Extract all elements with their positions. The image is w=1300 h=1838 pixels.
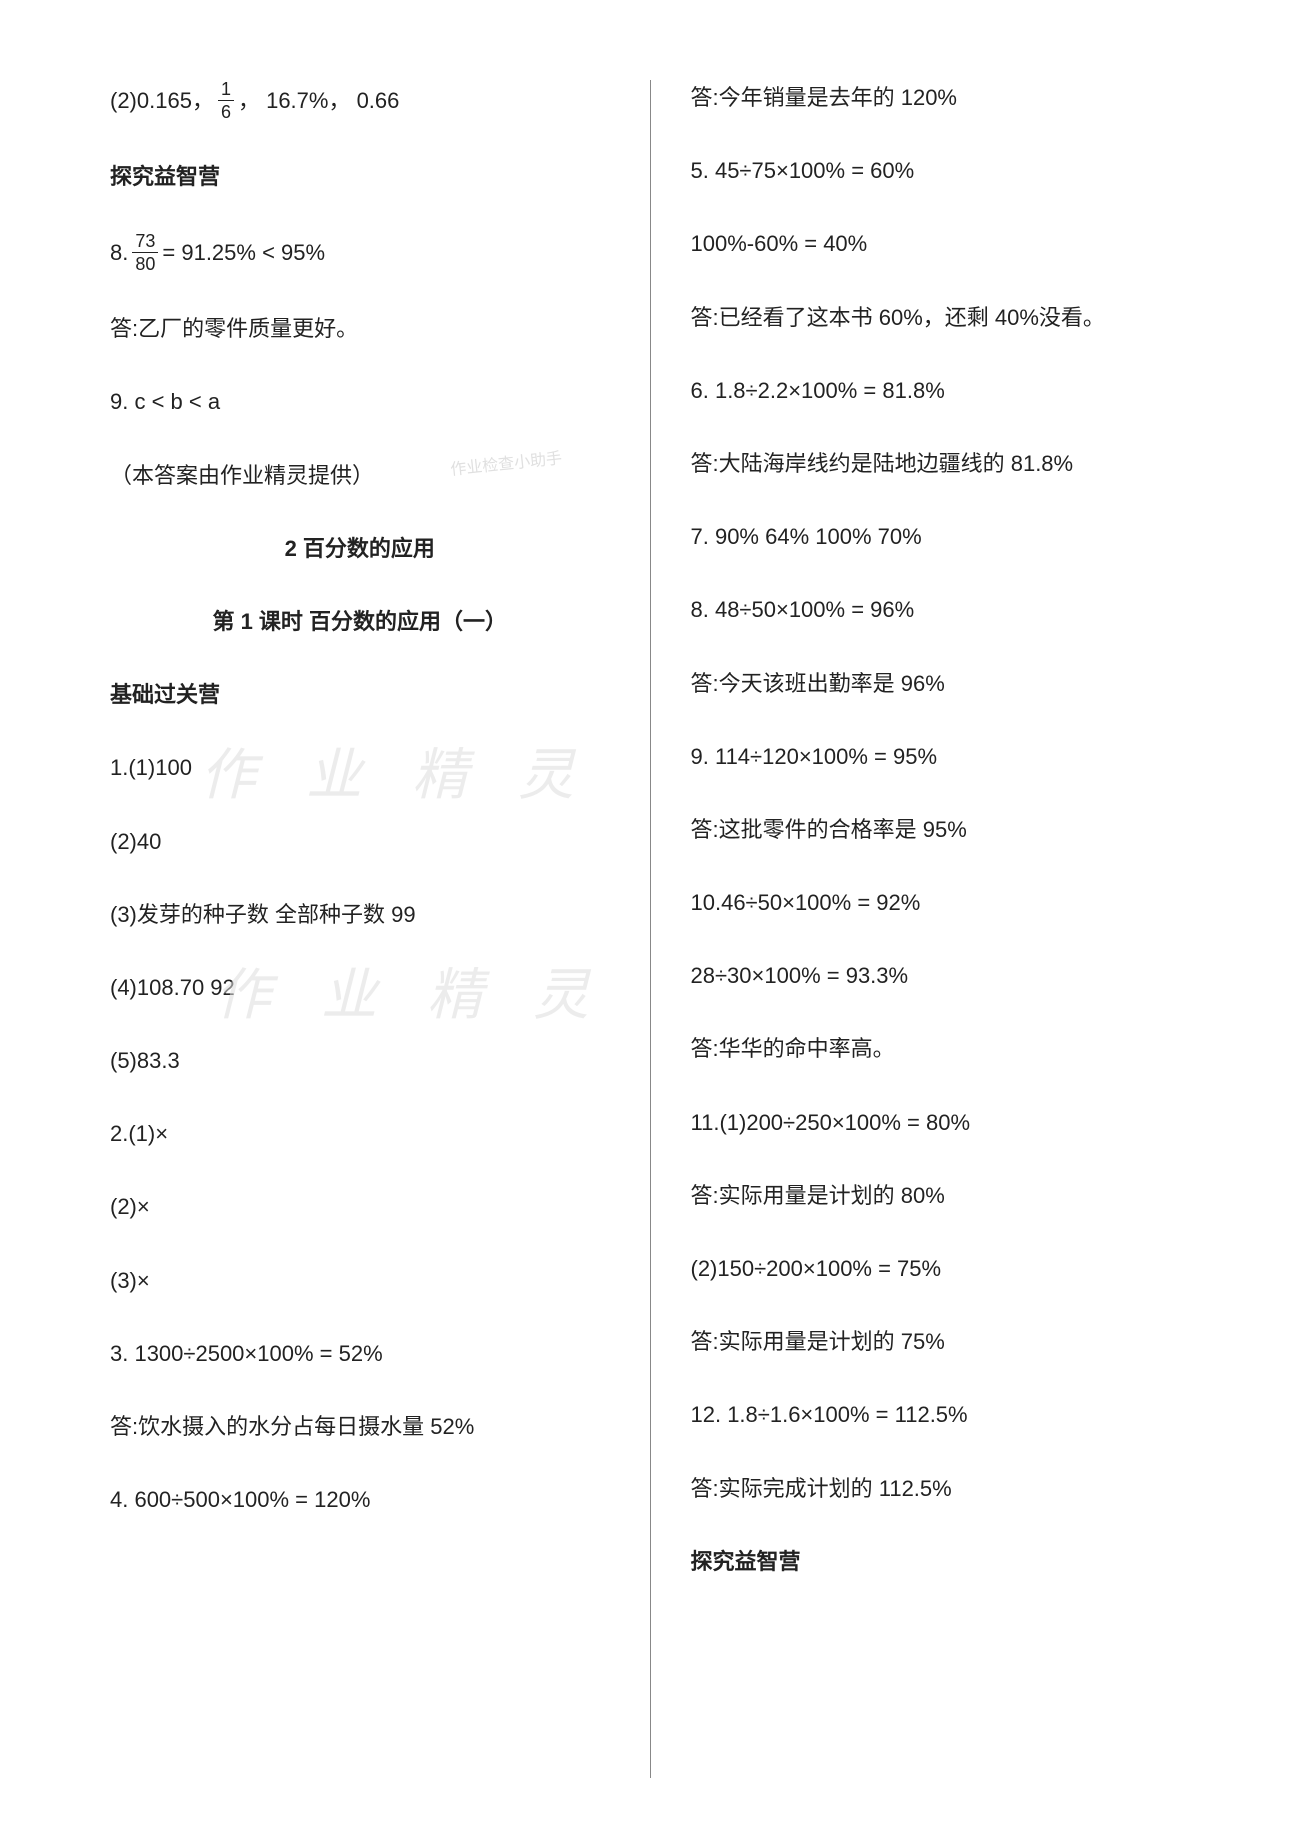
line-2-1x: 2.(1)× bbox=[110, 1116, 610, 1151]
line-1-4: (4)108.70 92 bbox=[110, 970, 610, 1005]
line-1-5: (5)83.3 bbox=[110, 1043, 610, 1078]
text: (2)0.165， bbox=[110, 83, 214, 118]
line-10a: 10.46÷50×100% = 92% bbox=[691, 885, 1191, 920]
line-4: 4. 600÷500×100% = 120% bbox=[110, 1482, 610, 1517]
heading-section-2: 2 百分数的应用 bbox=[110, 531, 610, 566]
line-3: 3. 1300÷2500×100% = 52% bbox=[110, 1336, 610, 1371]
line-11-2: (2)150÷200×100% = 75% bbox=[691, 1251, 1191, 1286]
answer-10: 答:华华的命中率高。 bbox=[691, 1031, 1191, 1066]
line-9r: 9. 114÷120×100% = 95% bbox=[691, 739, 1191, 774]
line-1-1: 1.(1)100 bbox=[110, 750, 610, 785]
answer-11-1: 答:实际用量是计划的 80% bbox=[691, 1178, 1191, 1213]
line-1-3: (3)发芽的种子数 全部种子数 99 bbox=[110, 897, 610, 932]
text: 8. bbox=[110, 235, 128, 270]
line-2-1: (2)0.165， 1 6 ， 16.7%， 0.66 bbox=[110, 80, 399, 121]
fraction-73-80: 73 80 bbox=[132, 232, 158, 273]
line-12: 12. 1.8÷1.6×100% = 112.5% bbox=[691, 1397, 1191, 1432]
answer-9r: 答:这批零件的合格率是 95% bbox=[691, 812, 1191, 847]
answer-8r: 答:今天该班出勤率是 96% bbox=[691, 666, 1191, 701]
line-8r: 8. 48÷50×100% = 96% bbox=[691, 592, 1191, 627]
heading-tanjiu-1: 探究益智营 bbox=[110, 159, 610, 194]
answer-11-2: 答:实际用量是计划的 75% bbox=[691, 1324, 1191, 1359]
page-container: (2)0.165， 1 6 ， 16.7%， 0.66 探究益智营 8. 73 … bbox=[0, 0, 1300, 1838]
heading-jichu: 基础过关营 bbox=[110, 677, 610, 712]
line-5b: 100%-60% = 40% bbox=[691, 226, 1191, 261]
answer-3: 答:饮水摄入的水分占每日摄水量 52% bbox=[110, 1409, 610, 1444]
numerator: 1 bbox=[218, 80, 234, 101]
answer-4: 答:今年销量是去年的 120% bbox=[691, 80, 1191, 115]
denominator: 80 bbox=[132, 253, 158, 273]
line-2-3x: (3)× bbox=[110, 1263, 610, 1298]
line-6: 6. 1.8÷2.2×100% = 81.8% bbox=[691, 373, 1191, 408]
fraction-1-6: 1 6 bbox=[218, 80, 234, 121]
line-9: 9. c < b < a bbox=[110, 384, 610, 419]
heading-tanjiu-2: 探究益智营 bbox=[691, 1544, 1191, 1579]
line-1-2: (2)40 bbox=[110, 824, 610, 859]
line-8: 8. 73 80 = 91.25% < 95% bbox=[110, 232, 325, 273]
right-column: 答:今年销量是去年的 120% 5. 45÷75×100% = 60% 100%… bbox=[651, 80, 1221, 1778]
line-11-1: 11.(1)200÷250×100% = 80% bbox=[691, 1105, 1191, 1140]
answer-5: 答:已经看了这本书 60%，还剩 40%没看。 bbox=[691, 300, 1191, 335]
denominator: 6 bbox=[218, 101, 234, 121]
text: = 91.25% < 95% bbox=[162, 235, 325, 270]
line-7: 7. 90% 64% 100% 70% bbox=[691, 519, 1191, 554]
numerator: 73 bbox=[132, 232, 158, 253]
left-column: (2)0.165， 1 6 ， 16.7%， 0.66 探究益智营 8. 73 … bbox=[80, 80, 651, 1778]
line-2-2x: (2)× bbox=[110, 1189, 610, 1224]
heading-lesson-1: 第 1 课时 百分数的应用（一） bbox=[110, 604, 610, 639]
line-10b: 28÷30×100% = 93.3% bbox=[691, 958, 1191, 993]
text: ， 16.7%， 0.66 bbox=[238, 83, 399, 118]
answer-8: 答:乙厂的零件质量更好。 bbox=[110, 311, 610, 346]
answer-12: 答:实际完成计划的 112.5% bbox=[691, 1471, 1191, 1506]
answer-6: 答:大陆海岸线约是陆地边疆线的 81.8% bbox=[691, 446, 1191, 481]
line-5: 5. 45÷75×100% = 60% bbox=[691, 153, 1191, 188]
